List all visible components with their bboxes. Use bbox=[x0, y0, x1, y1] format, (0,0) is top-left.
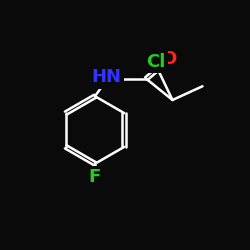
Text: Cl: Cl bbox=[146, 53, 166, 71]
Text: O: O bbox=[160, 50, 176, 68]
Text: HN: HN bbox=[91, 68, 121, 86]
Text: F: F bbox=[89, 168, 101, 186]
